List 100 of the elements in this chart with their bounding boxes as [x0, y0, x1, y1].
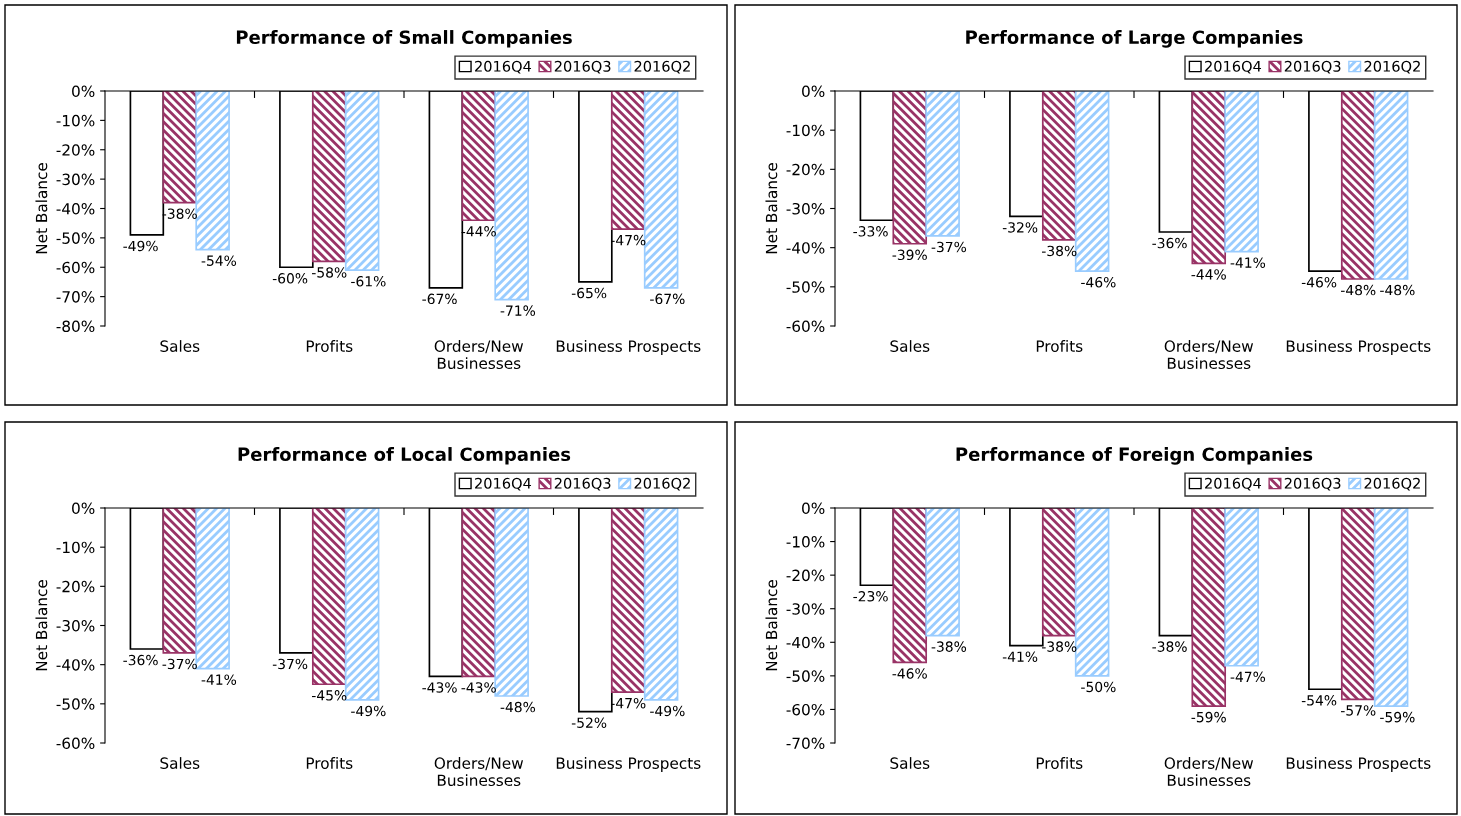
y-tick-label: -60% [786, 703, 825, 716]
data-label: -71% [500, 305, 536, 316]
data-label: -49% [123, 240, 158, 252]
y-tick-label: 0% [802, 85, 825, 98]
legend-label: 2016Q4 [475, 477, 532, 491]
x-tick-label: Profits [306, 757, 353, 769]
y-tick-label: -40% [786, 242, 825, 254]
data-label: -44% [1191, 269, 1226, 280]
data-label: -45% [311, 690, 347, 701]
x-tick-label: Sales [160, 757, 200, 769]
y-tick-label: -30% [786, 603, 825, 615]
legend-label: 2016Q4 [1205, 60, 1262, 74]
data-label: -67% [650, 293, 685, 305]
chart-title: Performance of Foreign Companies [956, 447, 1313, 465]
x-tick-label: Sales [890, 340, 930, 352]
data-label: -49% [351, 705, 386, 717]
x-tick-label: Profits [306, 340, 353, 352]
x-tick-label: Profits [1036, 757, 1083, 769]
data-label: -41% [201, 674, 237, 685]
data-label: -46% [1081, 276, 1116, 288]
legend-label: 2016Q2 [634, 60, 690, 74]
y-tick-label: -10% [56, 541, 95, 554]
x-tick-label: Orders/New Businesses [434, 757, 524, 787]
y-tick-label: -60% [56, 737, 95, 750]
data-label: -58% [311, 267, 347, 278]
y-tick-label: -50% [56, 232, 95, 244]
data-label: -59% [1191, 711, 1226, 723]
y-tick-label: -40% [786, 636, 825, 649]
y-axis-title: Net Balance [765, 163, 778, 254]
x-tick-label: Business Prospects [556, 757, 701, 772]
y-tick-label: -40% [56, 202, 95, 215]
y-tick-label: -10% [786, 536, 825, 548]
chart-title: Performance of Local Companies [238, 447, 571, 465]
y-axis-title: Net Balance [765, 580, 778, 671]
y-tick-label: -30% [786, 202, 825, 215]
data-label: -43% [461, 682, 496, 693]
x-tick-label: Orders/New Businesses [1164, 757, 1254, 787]
data-label: -50% [1081, 681, 1116, 693]
legend-label: 2016Q3 [554, 477, 611, 491]
y-tick-label: -40% [56, 659, 95, 671]
data-label: -38% [1041, 245, 1077, 257]
chart-title: Performance of Large Companies [966, 30, 1303, 48]
legend-label: 2016Q3 [1284, 60, 1341, 74]
data-label: -41% [1002, 651, 1038, 662]
legend-label: 2016Q4 [1205, 477, 1262, 491]
data-label: -47% [1230, 671, 1266, 683]
y-tick-label: -10% [786, 124, 825, 137]
data-label: -38% [931, 641, 967, 652]
data-label: -60% [272, 273, 308, 284]
x-tick-label: Sales [890, 757, 930, 769]
data-label: -41% [1230, 257, 1266, 268]
y-tick-label: -70% [56, 291, 95, 303]
data-label: -49% [650, 705, 685, 717]
data-label: -32% [1002, 222, 1038, 233]
data-label: -38% [1152, 641, 1187, 652]
y-tick-label: -60% [786, 320, 825, 333]
x-tick-label: Business Prospects [556, 340, 701, 355]
data-label: -61% [351, 275, 386, 287]
y-tick-label: -30% [56, 173, 95, 186]
data-label: -54% [1301, 695, 1337, 706]
data-label: -65% [571, 287, 607, 299]
y-tick-label: -30% [56, 619, 95, 632]
data-label: -36% [1152, 237, 1187, 249]
data-label: -36% [123, 654, 158, 666]
data-label: -46% [1301, 276, 1337, 288]
y-tick-label: -50% [56, 698, 95, 710]
data-label: -54% [201, 255, 237, 266]
legend-label: 2016Q3 [554, 60, 611, 74]
data-label: -39% [892, 249, 927, 261]
legend-label: 2016Q2 [1364, 60, 1420, 74]
legend-label: 2016Q4 [475, 60, 532, 74]
x-tick-label: Sales [160, 340, 200, 352]
data-label: -52% [571, 717, 607, 728]
data-label: -48% [1340, 284, 1376, 296]
data-label: -37% [162, 658, 197, 670]
y-tick-label: -20% [786, 569, 825, 582]
legend-label: 2016Q3 [1284, 477, 1341, 491]
y-tick-label: -80% [56, 320, 95, 333]
y-tick-label: -50% [786, 281, 825, 293]
y-axis-title: Net Balance [35, 580, 48, 671]
legend-label: 2016Q2 [1364, 477, 1420, 491]
y-tick-label: -60% [56, 261, 95, 274]
x-tick-label: Orders/New Businesses [434, 340, 524, 370]
y-tick-label: -10% [56, 114, 95, 127]
x-tick-label: Business Prospects [1286, 340, 1431, 355]
data-label: -33% [853, 226, 888, 237]
data-label: -48% [500, 701, 536, 713]
legend-label: 2016Q2 [634, 477, 690, 491]
y-tick-label: 0% [72, 85, 95, 98]
y-tick-label: 0% [802, 502, 825, 515]
y-tick-label: -20% [56, 580, 95, 593]
data-label: -37% [931, 241, 967, 253]
data-label: -48% [1380, 284, 1415, 296]
x-tick-label: Profits [1036, 340, 1083, 352]
data-label: -23% [853, 591, 888, 602]
y-axis-title: Net Balance [35, 163, 48, 254]
data-label: -37% [272, 658, 308, 670]
y-tick-label: -20% [56, 144, 95, 156]
x-tick-label: Orders/New Businesses [1164, 340, 1254, 370]
y-tick-label: -70% [786, 737, 825, 750]
